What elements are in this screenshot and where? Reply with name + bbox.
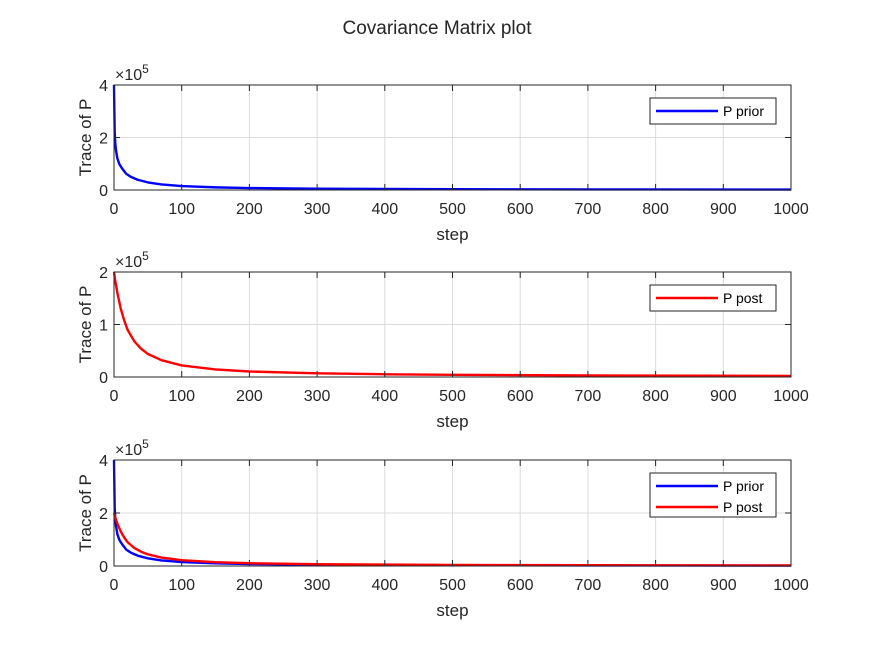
- x-tick-label: 200: [236, 388, 263, 405]
- y-exponent-label: ×105: [115, 437, 149, 459]
- x-tick-label: 1000: [773, 201, 809, 218]
- x-tick-label: 700: [575, 388, 602, 405]
- x-tick-label: 900: [710, 577, 737, 594]
- x-tick-label: 900: [710, 201, 737, 218]
- y-tick-label: 0: [99, 370, 108, 387]
- x-tick-label: 400: [371, 577, 398, 594]
- legend-label: P post: [723, 290, 763, 306]
- x-tick-label: 500: [439, 388, 466, 405]
- x-tick-label: 0: [110, 388, 119, 405]
- x-tick-label: 500: [439, 577, 466, 594]
- y-tick-label: 0: [99, 183, 108, 200]
- y-exponent-label: ×105: [115, 62, 149, 84]
- x-axis-label: step: [436, 601, 468, 620]
- series-line-p-post: [112, 271, 792, 378]
- legend-label: P prior: [723, 103, 764, 119]
- subplots: 0 100 200 300 400 500 600 700 800 900 1000024×105s…: [76, 62, 809, 620]
- x-tick-label: 700: [575, 201, 602, 218]
- y-tick-label: 0: [99, 559, 108, 576]
- x-tick-label: 1000: [773, 577, 809, 594]
- x-tick-label: 1000: [773, 388, 809, 405]
- y-exponent-power: 5: [142, 62, 149, 76]
- series-line-p-post: [112, 512, 792, 567]
- x-tick-label: 600: [507, 201, 534, 218]
- x-tick-label: 800: [642, 577, 669, 594]
- subplot-3: 0 100 200 300 400 500 600 700 800 900 1000 0 2 4 ×105 s…: [76, 437, 809, 620]
- y-axis-label: Trace of P: [76, 474, 95, 552]
- x-axis-label: step: [436, 225, 468, 244]
- series-group: [112, 84, 792, 191]
- legend-label: P prior: [723, 478, 764, 494]
- legend-box: [649, 472, 777, 518]
- y-exponent-base: ×10: [115, 67, 142, 84]
- x-tick-label: 600: [507, 388, 534, 405]
- x-tick-label: 500: [439, 201, 466, 218]
- figure-title: Covariance Matrix plot: [342, 18, 532, 39]
- y-axis-label: Trace of P: [76, 286, 95, 364]
- y-exponent-base: ×10: [115, 254, 142, 271]
- y-tick-label: 4: [99, 453, 108, 470]
- x-tick-label: 300: [304, 577, 331, 594]
- series-group: [112, 271, 792, 378]
- y-axis-label: Trace of P: [76, 99, 95, 177]
- x-tick-label: 0: [110, 577, 119, 594]
- legend-label: P post: [723, 499, 763, 515]
- x-tick-label: 900: [710, 388, 737, 405]
- x-tick-label: 200: [236, 201, 263, 218]
- subplot-2: 0 100 200 300 400 500 600 700 800 900 1000 0 1 2 ×105 s…: [76, 249, 809, 431]
- legend: P post: [649, 284, 777, 312]
- x-tick-label: 400: [371, 388, 398, 405]
- y-exponent-base: ×10: [115, 442, 142, 459]
- x-axis-label: step: [436, 412, 468, 431]
- x-tick-label: 700: [575, 577, 602, 594]
- x-tick-label: 100: [168, 577, 195, 594]
- x-tick-label: 300: [304, 201, 331, 218]
- y-tick-label: 2: [99, 506, 108, 523]
- x-tick-label: 800: [642, 201, 669, 218]
- series-line-p-prior: [112, 84, 792, 191]
- x-tick-label: 100: [168, 388, 195, 405]
- y-tick-label: 4: [99, 78, 108, 95]
- legend: P prior P post: [649, 472, 777, 518]
- y-exponent-label: ×105: [115, 249, 149, 271]
- x-tick-label: 200: [236, 577, 263, 594]
- y-tick-label: 1: [99, 318, 108, 335]
- series-group: [112, 459, 792, 567]
- x-tick-label: 300: [304, 388, 331, 405]
- subplot-1: 0 100 200 300 400 500 600 700 800 900 1000 0 2 4 ×105 s…: [76, 62, 809, 244]
- y-exponent-power: 5: [142, 249, 149, 263]
- x-tick-label: 800: [642, 388, 669, 405]
- legend: P prior: [649, 97, 777, 125]
- x-tick-label: 100: [168, 201, 195, 218]
- y-tick-label: 2: [99, 131, 108, 148]
- x-tick-label: 0: [110, 201, 119, 218]
- y-tick-label: 2: [99, 265, 108, 282]
- x-tick-label: 600: [507, 577, 534, 594]
- x-tick-label: 400: [371, 201, 398, 218]
- y-exponent-power: 5: [142, 437, 149, 451]
